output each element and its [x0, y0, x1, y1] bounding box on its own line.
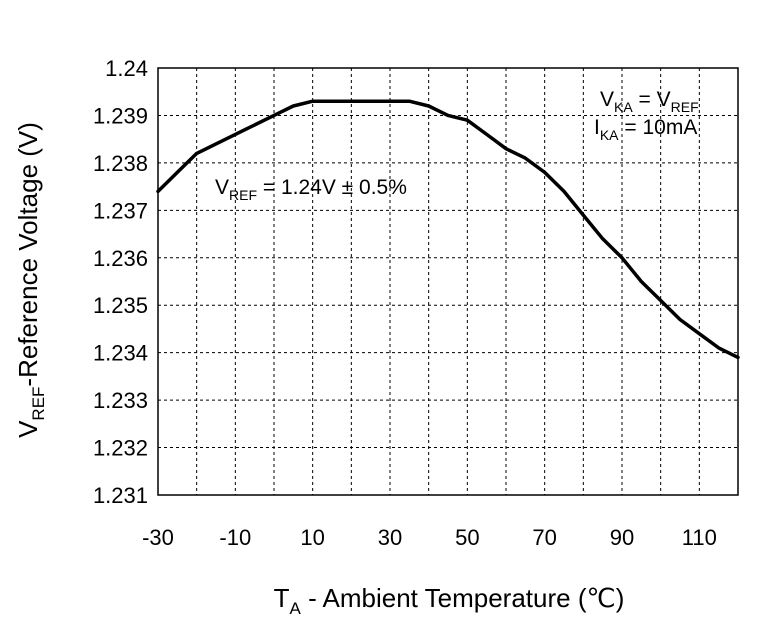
annotation-ika-current: IKA = 10mA — [594, 116, 697, 143]
x-tick-label: 70 — [532, 525, 556, 550]
y-tick-labels: 1.24 1.239 1.238 1.237 1.236 1.235 1.234 1.233 1… — [93, 56, 148, 508]
x-tick-label: 30 — [378, 525, 402, 550]
y-tick-label: 1.238 — [93, 151, 148, 176]
x-tick-labels: -30 -10 10 30 50 70 90 110 — [142, 525, 717, 550]
annotation-vref-tolerance: VREF = 1.24V ± 0.5% — [215, 176, 407, 203]
y-tick-label: 1.237 — [93, 198, 148, 223]
annotation-vka-equals-vref: VKA = VREF — [600, 88, 699, 115]
x-tick-label: 10 — [300, 525, 324, 550]
y-tick-label: 1.234 — [93, 341, 148, 366]
y-tick-label: 1.232 — [93, 436, 148, 461]
x-tick-label: -30 — [142, 525, 174, 550]
y-tick-label: 1.235 — [93, 293, 148, 318]
series-line-vref — [156, 99, 740, 360]
x-tick-label: -10 — [219, 525, 251, 550]
y-tick-label: 1.236 — [93, 246, 148, 271]
y-tick-label: 1.233 — [93, 388, 148, 413]
x-tick-label: 90 — [610, 525, 634, 550]
x-axis-title: TA - Ambient Temperature (℃) — [274, 583, 625, 618]
series-layer — [156, 99, 740, 360]
x-tick-label: 50 — [455, 525, 479, 550]
y-tick-label: 1.239 — [93, 103, 148, 128]
x-tick-label: 110 — [682, 525, 717, 550]
y-tick-label: 1.231 — [93, 483, 148, 508]
plot-frame — [157, 67, 739, 496]
y-axis-title: VREF-Reference Voltage (V) — [13, 122, 48, 438]
y-tick-label: 1.24 — [105, 56, 148, 81]
